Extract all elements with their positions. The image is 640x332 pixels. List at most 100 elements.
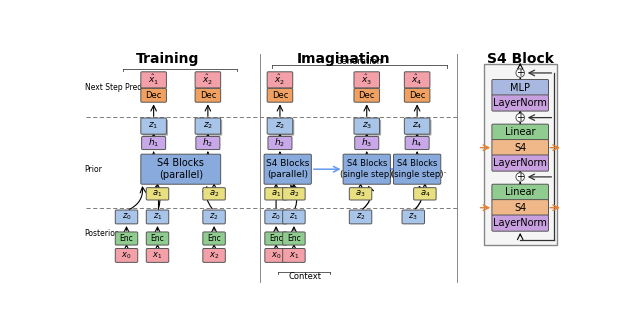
FancyBboxPatch shape xyxy=(492,95,548,111)
FancyBboxPatch shape xyxy=(147,249,169,262)
FancyBboxPatch shape xyxy=(196,136,220,149)
FancyBboxPatch shape xyxy=(283,232,305,245)
Text: Dec: Dec xyxy=(145,91,162,100)
FancyBboxPatch shape xyxy=(203,188,225,200)
Text: $a_2$: $a_2$ xyxy=(289,189,299,199)
FancyBboxPatch shape xyxy=(354,72,380,88)
FancyBboxPatch shape xyxy=(343,154,390,184)
FancyBboxPatch shape xyxy=(203,210,225,224)
Text: $z_1$: $z_1$ xyxy=(153,212,163,222)
Text: $x_0$: $x_0$ xyxy=(121,250,132,261)
Text: +: + xyxy=(516,113,524,123)
FancyBboxPatch shape xyxy=(147,232,169,245)
Text: S4 Blocks
(parallel): S4 Blocks (parallel) xyxy=(157,158,204,180)
FancyBboxPatch shape xyxy=(404,72,430,88)
FancyBboxPatch shape xyxy=(268,136,292,149)
FancyBboxPatch shape xyxy=(492,79,548,96)
Text: $z_4$: $z_4$ xyxy=(412,121,422,131)
Text: $z_2$: $z_2$ xyxy=(275,121,285,131)
Text: Dec: Dec xyxy=(272,91,288,100)
FancyBboxPatch shape xyxy=(141,88,166,102)
Text: ...: ... xyxy=(436,163,448,176)
FancyBboxPatch shape xyxy=(402,210,424,224)
Text: Generation: Generation xyxy=(335,57,383,66)
FancyBboxPatch shape xyxy=(147,210,169,224)
Text: S4 Blocks
(parallel): S4 Blocks (parallel) xyxy=(266,159,309,179)
Text: $x_0$: $x_0$ xyxy=(271,250,282,261)
FancyBboxPatch shape xyxy=(264,154,311,184)
Circle shape xyxy=(516,69,524,77)
FancyBboxPatch shape xyxy=(265,188,287,200)
Text: $a_1$: $a_1$ xyxy=(152,189,163,199)
FancyBboxPatch shape xyxy=(349,188,372,200)
FancyBboxPatch shape xyxy=(267,118,292,134)
Text: Prior: Prior xyxy=(84,165,102,174)
FancyBboxPatch shape xyxy=(147,188,169,200)
Text: $h_4$: $h_4$ xyxy=(412,137,423,149)
Text: MLP: MLP xyxy=(510,83,530,93)
FancyBboxPatch shape xyxy=(141,154,221,184)
FancyBboxPatch shape xyxy=(404,88,430,102)
FancyBboxPatch shape xyxy=(115,210,138,224)
FancyBboxPatch shape xyxy=(406,120,431,136)
Text: Dec: Dec xyxy=(409,91,426,100)
Text: Next Step Prediction: Next Step Prediction xyxy=(84,83,163,92)
FancyBboxPatch shape xyxy=(195,118,221,134)
Text: $a_4$: $a_4$ xyxy=(420,189,430,199)
Circle shape xyxy=(516,113,524,122)
FancyBboxPatch shape xyxy=(267,88,292,102)
FancyBboxPatch shape xyxy=(203,249,225,262)
Text: Enc: Enc xyxy=(207,234,221,243)
Text: $\hat{x}_2$: $\hat{x}_2$ xyxy=(275,73,285,87)
Text: Enc: Enc xyxy=(120,234,133,243)
Text: $z_1$: $z_1$ xyxy=(148,121,159,131)
Text: $\hat{x}_3$: $\hat{x}_3$ xyxy=(361,73,372,87)
Text: $z_0$: $z_0$ xyxy=(271,212,281,222)
FancyBboxPatch shape xyxy=(195,88,221,102)
Text: $z_0$: $z_0$ xyxy=(122,212,131,222)
FancyBboxPatch shape xyxy=(492,139,548,156)
Text: $z_2$: $z_2$ xyxy=(209,212,219,222)
FancyBboxPatch shape xyxy=(115,249,138,262)
FancyBboxPatch shape xyxy=(404,118,430,134)
Circle shape xyxy=(516,173,524,181)
FancyBboxPatch shape xyxy=(283,188,305,200)
FancyBboxPatch shape xyxy=(141,118,166,134)
FancyBboxPatch shape xyxy=(405,136,429,149)
FancyBboxPatch shape xyxy=(354,88,380,102)
FancyBboxPatch shape xyxy=(492,124,548,140)
Text: $h_2$: $h_2$ xyxy=(275,137,285,149)
Text: Linear: Linear xyxy=(505,127,536,137)
Text: LayerNorm: LayerNorm xyxy=(493,98,547,108)
Text: $z_3$: $z_3$ xyxy=(408,212,418,222)
FancyBboxPatch shape xyxy=(492,184,548,201)
Text: S4: S4 xyxy=(514,143,526,153)
FancyBboxPatch shape xyxy=(141,72,166,88)
Text: $x_1$: $x_1$ xyxy=(152,250,163,261)
Text: $h_1$: $h_1$ xyxy=(148,137,159,149)
FancyBboxPatch shape xyxy=(355,136,379,149)
Text: Enc: Enc xyxy=(287,234,301,243)
FancyBboxPatch shape xyxy=(265,249,287,262)
FancyBboxPatch shape xyxy=(115,232,138,245)
FancyBboxPatch shape xyxy=(196,120,222,136)
Text: S4 Block: S4 Block xyxy=(487,52,554,66)
FancyBboxPatch shape xyxy=(492,200,548,216)
Text: +: + xyxy=(516,68,524,78)
Text: Enc: Enc xyxy=(269,234,283,243)
Text: $z_2$: $z_2$ xyxy=(203,121,213,131)
FancyBboxPatch shape xyxy=(283,249,305,262)
FancyBboxPatch shape xyxy=(195,72,221,88)
Text: $h_3$: $h_3$ xyxy=(361,137,372,149)
FancyBboxPatch shape xyxy=(141,136,166,149)
Text: S4: S4 xyxy=(514,203,526,213)
Text: $\hat{x}_1$: $\hat{x}_1$ xyxy=(148,73,159,87)
FancyBboxPatch shape xyxy=(354,118,380,134)
FancyBboxPatch shape xyxy=(394,154,441,184)
Text: LayerNorm: LayerNorm xyxy=(493,158,547,168)
Text: $a_2$: $a_2$ xyxy=(209,189,220,199)
FancyBboxPatch shape xyxy=(349,210,372,224)
Text: S4 Blocks
(single step): S4 Blocks (single step) xyxy=(391,159,444,179)
Text: $\hat{x}_4$: $\hat{x}_4$ xyxy=(412,73,423,87)
Text: Dec: Dec xyxy=(200,91,216,100)
